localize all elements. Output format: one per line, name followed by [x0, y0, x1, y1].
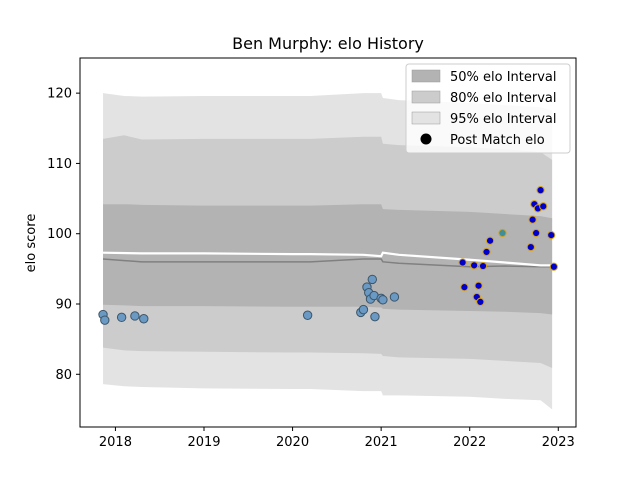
- y-tick-label: 120: [47, 87, 72, 102]
- data-point-early: [302, 310, 313, 320]
- data-point-recent: [458, 258, 467, 267]
- data-point-early: [378, 295, 388, 305]
- data-point-early: [389, 292, 400, 302]
- rating-line: [103, 251, 553, 267]
- data-point-recent: [476, 297, 485, 306]
- x-tick-label: 2023: [542, 435, 575, 450]
- data-point-recent: [539, 202, 548, 211]
- data-point-recent: [532, 228, 541, 238]
- y-tick-label: 90: [55, 298, 72, 313]
- x-tick-label: 2022: [453, 435, 486, 450]
- legend-label: 50% elo Interval: [450, 70, 557, 85]
- plot-frame: [79, 57, 577, 428]
- x-tick-label: 2020: [276, 435, 309, 450]
- data-point-recent: [528, 215, 537, 224]
- legend-label: 95% elo Interval: [450, 112, 557, 127]
- data-point-early: [358, 304, 369, 315]
- legend-label: Post Match elo: [450, 133, 545, 148]
- data-point-recent: [482, 247, 491, 257]
- data-point-recent: [485, 236, 495, 245]
- legend-band-swatch: [411, 90, 441, 104]
- data-point-recent: [526, 242, 535, 252]
- band-50: [103, 204, 553, 315]
- chart-title: Ben Murphy: elo History: [232, 34, 424, 53]
- data-point-early: [370, 311, 380, 322]
- data-point-teal: [498, 228, 507, 238]
- plot-content: [102, 93, 553, 410]
- data-point-recent: [460, 283, 469, 292]
- axes: 2018 2019 2020 2021 2022 2023 80 90 100 110 120: [47, 57, 577, 450]
- legend-point-swatch: [420, 133, 432, 145]
- mean-line: [102, 258, 553, 268]
- legend-box: [405, 63, 571, 154]
- x-tick-label: 2019: [187, 435, 220, 450]
- data-point-recent: [536, 186, 545, 195]
- legend-band-swatch: [411, 111, 441, 125]
- data-point-early: [139, 314, 149, 324]
- data-point-recent: [470, 261, 479, 270]
- x-tick-label: 2021: [365, 435, 398, 450]
- x-tick-label: 2018: [99, 435, 132, 450]
- y-axis-label: elo score: [24, 214, 39, 273]
- y-tick-label: 80: [55, 368, 72, 383]
- legend: 50% elo Interval 80% elo Interval 95% elo …: [405, 63, 571, 154]
- data-point-early: [116, 312, 127, 323]
- plot-area: [98, 93, 558, 410]
- y-tick-label: 100: [47, 227, 72, 242]
- data-point-recent: [547, 231, 556, 240]
- data-point-recent: [549, 262, 558, 271]
- y-tick-label: 110: [47, 157, 72, 172]
- data-point-early: [130, 311, 140, 321]
- data-point-early: [100, 315, 110, 325]
- legend-label: 80% elo Interval: [450, 91, 557, 106]
- legend-band-swatch: [411, 69, 441, 83]
- data-point-recent: [478, 261, 488, 271]
- data-point-recent: [474, 281, 483, 290]
- data-point-early: [367, 274, 377, 285]
